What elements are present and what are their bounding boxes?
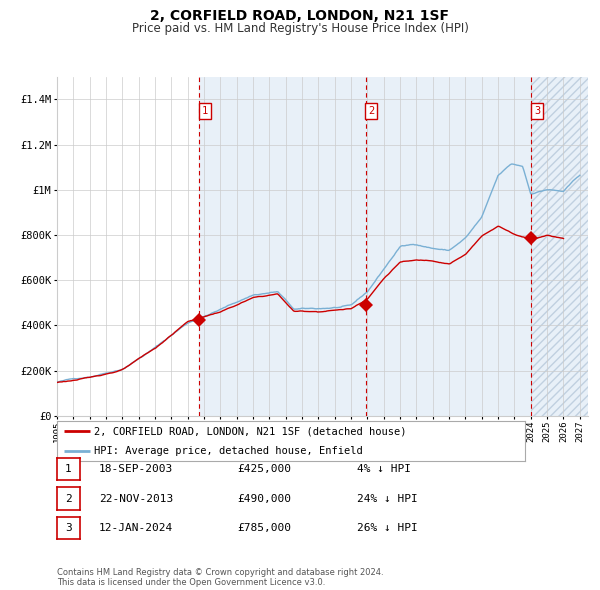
Bar xyxy=(532,77,588,416)
Text: 3: 3 xyxy=(534,106,540,116)
Text: 26% ↓ HPI: 26% ↓ HPI xyxy=(357,523,418,533)
Text: 4% ↓ HPI: 4% ↓ HPI xyxy=(357,464,411,474)
Text: 2: 2 xyxy=(368,106,374,116)
Text: 12-JAN-2024: 12-JAN-2024 xyxy=(99,523,173,533)
Text: 1: 1 xyxy=(202,106,208,116)
Text: £490,000: £490,000 xyxy=(237,494,291,503)
Text: 22-NOV-2013: 22-NOV-2013 xyxy=(99,494,173,503)
Text: Contains HM Land Registry data © Crown copyright and database right 2024.
This d: Contains HM Land Registry data © Crown c… xyxy=(57,568,383,587)
Text: 24% ↓ HPI: 24% ↓ HPI xyxy=(357,494,418,503)
Bar xyxy=(199,77,532,416)
Text: HPI: Average price, detached house, Enfield: HPI: Average price, detached house, Enfi… xyxy=(94,447,363,456)
Text: 18-SEP-2003: 18-SEP-2003 xyxy=(99,464,173,474)
Text: £425,000: £425,000 xyxy=(237,464,291,474)
Text: 2, CORFIELD ROAD, LONDON, N21 1SF: 2, CORFIELD ROAD, LONDON, N21 1SF xyxy=(151,9,449,23)
Text: 2, CORFIELD ROAD, LONDON, N21 1SF (detached house): 2, CORFIELD ROAD, LONDON, N21 1SF (detac… xyxy=(94,427,407,436)
Text: 1: 1 xyxy=(65,464,72,474)
Text: £785,000: £785,000 xyxy=(237,523,291,533)
Text: Price paid vs. HM Land Registry's House Price Index (HPI): Price paid vs. HM Land Registry's House … xyxy=(131,22,469,35)
Text: 2: 2 xyxy=(65,494,72,503)
Text: 3: 3 xyxy=(65,523,72,533)
